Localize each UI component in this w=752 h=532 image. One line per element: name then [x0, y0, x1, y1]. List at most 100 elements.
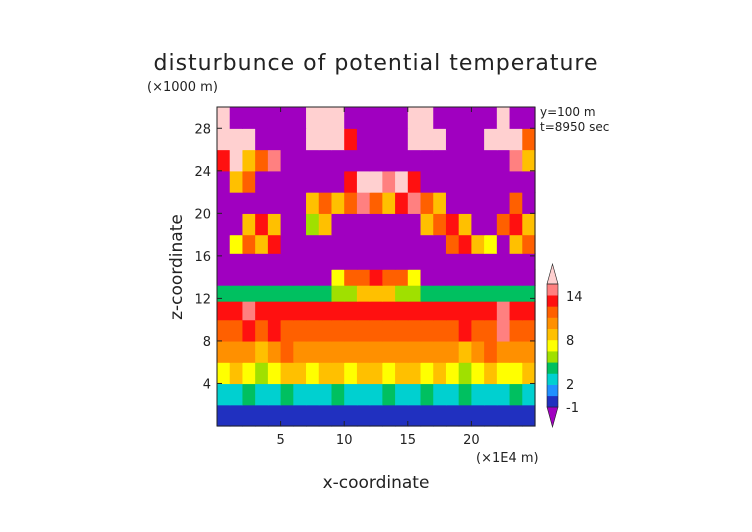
- heatmap-cell: [331, 149, 345, 172]
- heatmap-cell: [471, 383, 485, 406]
- heatmap-cell: [267, 170, 282, 193]
- heatmap-cell: [433, 383, 447, 406]
- heatmap-cell: [331, 340, 345, 363]
- heatmap-cell: [471, 269, 485, 286]
- heatmap-cell: [369, 362, 383, 385]
- heatmap-cell: [496, 285, 511, 302]
- heatmap-cell: [509, 404, 523, 427]
- heatmap-cell: [306, 319, 320, 342]
- heatmap-cell: [433, 128, 447, 151]
- heatmap-cell: [280, 192, 294, 214]
- heatmap-cell: [229, 234, 244, 254]
- heatmap-cell: [356, 319, 371, 342]
- heatmap-cell: [445, 340, 460, 363]
- heatmap-cell: [395, 285, 409, 302]
- heatmap-cell: [344, 269, 358, 286]
- heatmap-cell: [356, 213, 371, 236]
- heatmap-cell: [255, 253, 269, 270]
- heatmap-cell: [255, 192, 269, 214]
- heatmap-cell: [484, 107, 498, 129]
- heatmap-cell: [293, 234, 307, 254]
- heatmap-cell: [306, 404, 320, 427]
- heatmap-cell: [420, 383, 434, 406]
- heatmap-cell: [445, 192, 460, 214]
- heatmap-cell: [306, 213, 320, 236]
- heatmap-cell: [242, 213, 256, 236]
- heatmap-cell: [217, 149, 231, 172]
- heatmap-cell: [496, 149, 511, 172]
- heatmap-cell: [344, 149, 358, 172]
- heatmap-cell: [420, 149, 434, 172]
- heatmap-cell: [407, 319, 422, 342]
- heatmap-cell: [369, 253, 383, 270]
- heatmap-cell: [484, 319, 498, 342]
- heatmap-cell: [471, 340, 485, 363]
- heatmap-cell: [318, 170, 333, 193]
- heatmap-cell: [293, 213, 307, 236]
- heatmap-cell: [356, 128, 371, 151]
- heatmap-cell: [471, 301, 485, 321]
- heatmap-cell: [318, 128, 333, 151]
- x-tick-label: 10: [336, 433, 353, 448]
- heatmap-cell: [395, 149, 409, 172]
- heatmap-cell: [267, 107, 282, 129]
- heatmap-cell: [445, 128, 460, 151]
- heatmap-cell: [344, 362, 358, 385]
- heatmap-cell: [471, 362, 485, 385]
- heatmap-cell: [420, 213, 434, 236]
- heatmap-cell: [509, 107, 523, 129]
- heatmap-cell: [382, 301, 396, 321]
- heatmap-cell: [356, 301, 371, 321]
- heatmap-cell: [445, 234, 460, 254]
- heatmap-cell: [433, 362, 447, 385]
- heatmap-cell: [382, 319, 396, 342]
- heatmap-cell: [382, 269, 396, 286]
- heatmap-cell: [217, 192, 231, 214]
- heatmap-cell: [267, 319, 282, 342]
- heatmap-cell: [445, 285, 460, 302]
- heatmap-cell: [496, 269, 511, 286]
- heatmap-cell: [496, 404, 511, 427]
- heatmap-cell: [280, 170, 294, 193]
- heatmap-cell: [458, 107, 472, 129]
- heatmap-cell: [344, 213, 358, 236]
- heatmap-cell: [331, 234, 345, 254]
- heatmap-cell: [267, 192, 282, 214]
- heatmap-cell: [509, 213, 523, 236]
- heatmap-cell: [293, 301, 307, 321]
- heatmap-cell: [280, 213, 294, 236]
- heatmap-cell: [356, 285, 371, 302]
- y-ticks: 4 8 12 16 20 24 28: [194, 122, 535, 392]
- heatmap-cell: [471, 404, 485, 427]
- heatmap-cell: [318, 319, 333, 342]
- heatmap-cell: [318, 107, 333, 129]
- heatmap-cell: [433, 192, 447, 214]
- heatmap-cell: [407, 149, 422, 172]
- heatmap-cell: [433, 149, 447, 172]
- heatmap-cell: [458, 192, 472, 214]
- heatmap-cell: [382, 404, 396, 427]
- heatmap-cell: [420, 285, 434, 302]
- heatmap-cell: [458, 213, 472, 236]
- colorbar-segment: [547, 295, 558, 307]
- heatmap-cell: [496, 107, 511, 129]
- heatmap-cell: [395, 362, 409, 385]
- heatmap-cell: [382, 149, 396, 172]
- heatmap-cell: [433, 319, 447, 342]
- heatmap-cell: [420, 301, 434, 321]
- heatmap-cell: [242, 383, 256, 406]
- heatmap-cell: [356, 149, 371, 172]
- heatmap-cell: [395, 170, 409, 193]
- colorbar-segment: [547, 328, 558, 341]
- heatmap-cell: [458, 285, 472, 302]
- heatmap-cell: [318, 285, 333, 302]
- heatmap-cells: [217, 107, 536, 427]
- heatmap-cell: [445, 404, 460, 427]
- heatmap-cell: [344, 301, 358, 321]
- colorbar-label: 14: [566, 290, 583, 305]
- heatmap-cell: [496, 340, 511, 363]
- heatmap-cell: [267, 213, 282, 236]
- heatmap-cell: [293, 269, 307, 286]
- heatmap-cell: [395, 107, 409, 129]
- heatmap-cell: [344, 285, 358, 302]
